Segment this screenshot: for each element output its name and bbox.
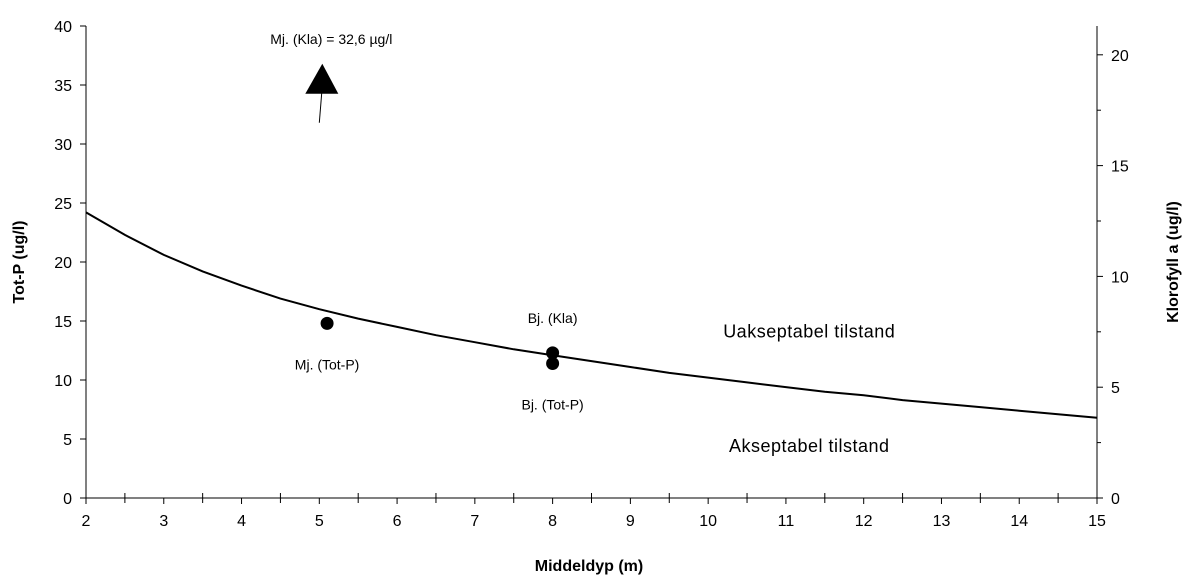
arrow-annotation: Mj. (Kla) = 32,6 µg/l <box>270 31 392 123</box>
x-axis-title: Middeldyp (m) <box>535 558 643 575</box>
x-tick-label: 2 <box>82 513 91 530</box>
y2-tick-label: 5 <box>1111 380 1120 397</box>
x-tick-label: 3 <box>159 513 168 530</box>
y2-tick-label: 15 <box>1111 159 1129 176</box>
data-point <box>546 356 560 370</box>
x-tick-label: 9 <box>626 513 635 530</box>
x-tick-label: 7 <box>470 513 479 530</box>
x-tick-label: 8 <box>548 513 557 530</box>
x-tick-label: 10 <box>699 513 717 530</box>
arrow-label: Mj. (Kla) = 32,6 µg/l <box>270 31 392 47</box>
y-tick-label: 35 <box>54 78 72 95</box>
y2-tick-label: 20 <box>1111 48 1129 65</box>
data-point <box>546 346 560 360</box>
region-labels: Uakseptabel tilstand Akseptabel tilstand <box>723 322 895 456</box>
y-tick-label: 15 <box>54 314 72 331</box>
x-tick-label: 14 <box>1010 513 1028 530</box>
x-tick-label: 11 <box>778 513 795 530</box>
data-points: Mj. (Tot-P) Bj. (Kla) Bj. (Tot-P) <box>295 310 584 413</box>
data-point-label: Mj. (Tot-P) <box>295 356 360 372</box>
y2-tick-label: 10 <box>1111 269 1129 286</box>
data-point <box>320 316 334 330</box>
y-tick-label: 25 <box>54 196 72 213</box>
x-tick-label: 12 <box>855 513 873 530</box>
ticks: 2 3 4 5 6 7 8 9 10 11 12 13 14 15 0 5 10 15 20 25 30 35 40 0 5 10… <box>54 19 1129 530</box>
x-tick-label: 15 <box>1088 513 1106 530</box>
plot-area: 2 3 4 5 6 7 8 9 10 11 12 13 14 15 0 5 10 15 20 25 30 35 40 0 5 10… <box>54 19 1129 530</box>
region-label: Uakseptabel tilstand <box>723 322 895 342</box>
y-tick-label: 0 <box>63 491 72 508</box>
y2-tick-label: 0 <box>1111 491 1120 508</box>
data-point-label: Bj. (Kla) <box>528 310 578 326</box>
y-tick-label: 40 <box>54 19 72 36</box>
y-tick-label: 10 <box>54 373 72 390</box>
x-tick-label: 5 <box>315 513 324 530</box>
arrow-head <box>305 63 339 94</box>
y-tick-label: 5 <box>63 432 72 449</box>
y-tick-label: 30 <box>54 137 72 154</box>
x-tick-label: 4 <box>237 513 246 530</box>
data-point-label: Bj. (Tot-P) <box>521 396 583 412</box>
threshold-curve <box>85 211 1098 419</box>
x-tick-label: 6 <box>393 513 402 530</box>
region-label: Akseptabel tilstand <box>729 436 890 456</box>
y-tick-label: 20 <box>54 255 72 272</box>
y2-axis-title: Klorofyll a (ug/l) <box>1165 201 1182 323</box>
x-tick-label: 13 <box>933 513 951 530</box>
y-axis-title: Tot-P (ug/l) <box>11 221 28 304</box>
